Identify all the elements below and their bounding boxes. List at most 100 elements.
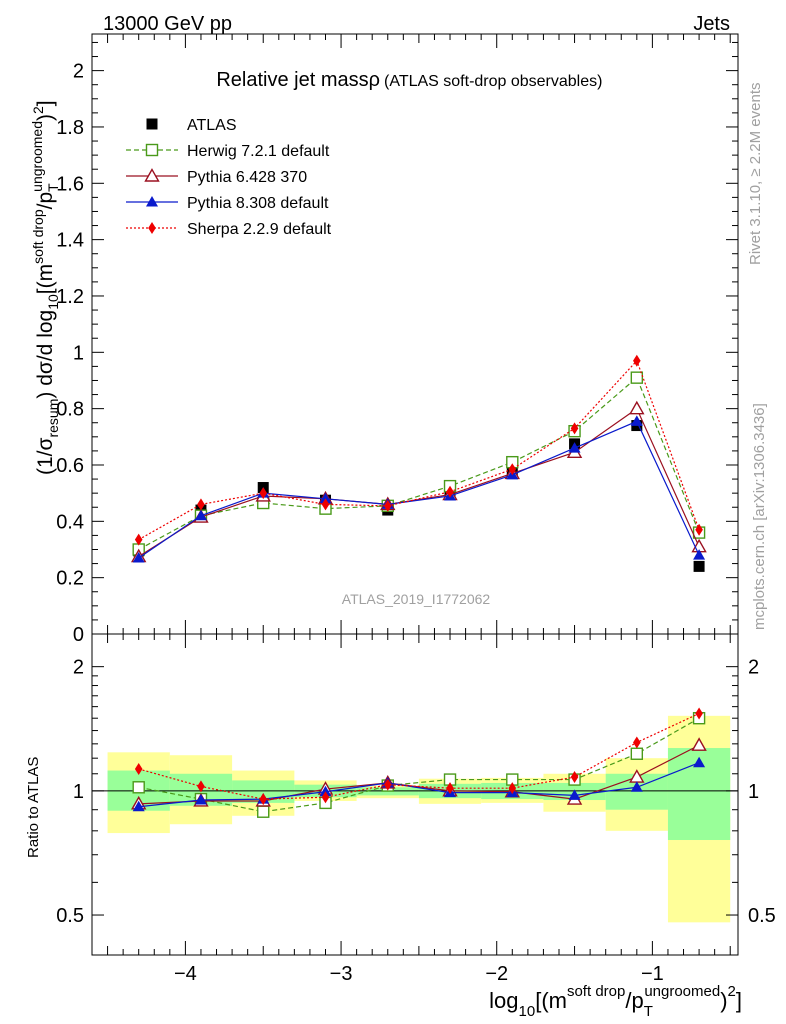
y-tick-label: 0.2 — [56, 568, 84, 590]
ratio-point — [321, 791, 330, 804]
y-tick-label: 1 — [73, 342, 84, 364]
ratio-point — [568, 789, 581, 800]
data-point — [630, 415, 643, 426]
series-1 — [132, 371, 706, 556]
ratio-line-3 — [138, 712, 700, 800]
ratio-point — [259, 793, 268, 806]
y-tick-label: 0.4 — [56, 511, 84, 533]
header-right: Jets — [693, 13, 730, 35]
ratio-line-2 — [138, 762, 700, 808]
legend-marker — [146, 118, 158, 130]
legend-label: ATLAS — [187, 117, 237, 134]
ratio-point — [570, 771, 579, 784]
rivet-label: Rivet 3.1.10, ≥ 2.2M events — [747, 83, 764, 266]
data-point — [319, 492, 332, 504]
series-2 — [130, 400, 707, 563]
data-point — [197, 498, 205, 511]
header-left: 13000 GeV pp — [103, 13, 232, 35]
series-line-4 — [138, 359, 700, 541]
x-tick-label: −2 — [485, 963, 508, 985]
x-tick-label: −3 — [330, 963, 353, 985]
legend-label: Pythia 6.428 370 — [187, 169, 307, 186]
ratio-point — [319, 785, 332, 797]
ratio-point — [508, 782, 517, 795]
data-point — [259, 487, 268, 500]
data-point — [693, 560, 705, 572]
legend: ATLAS Herwig 7.2.1 default Pythia 6.428 37… — [126, 117, 332, 238]
data-point — [568, 442, 581, 453]
legend-item-4: Sherpa 2.2.9 default — [126, 221, 332, 238]
data-point — [630, 371, 644, 384]
series-3 — [132, 415, 706, 563]
ratio-point — [693, 756, 706, 768]
ratio-line-0 — [138, 717, 700, 813]
y-tick-label: 0 — [73, 624, 84, 646]
legend-marker — [148, 222, 156, 234]
y-tick-label: 1.2 — [56, 286, 84, 308]
x-tick-label: −1 — [641, 963, 664, 985]
x-axis-label: log10[(msoft drop/pTungroomed)2] — [489, 983, 742, 1020]
legend-label: Pythia 8.308 default — [187, 195, 329, 212]
chart-title: Relative jet massρ — [216, 69, 380, 91]
ratio-point — [134, 762, 143, 775]
series-line-1 — [138, 376, 700, 551]
legend-item-2: Pythia 6.428 370 — [126, 168, 307, 186]
ratio-panel-frame — [91, 633, 739, 956]
y-tick-label: 1.8 — [56, 117, 84, 139]
series-line-3 — [138, 420, 700, 559]
axis-ticks: 0 0.2 0.4 0.6 0.8 1 1.2 1.4 1.6 1.8 2 0.5 0.5 1 1 2 2 −4 −… — [56, 34, 776, 985]
ratio-tick-label-right: 0.5 — [748, 905, 776, 927]
ratio-point — [257, 805, 270, 818]
series-line-2 — [138, 407, 700, 558]
ratio-tick-label-right: 2 — [748, 657, 759, 679]
y-tick-label: 1.6 — [56, 173, 84, 195]
ratio-point — [695, 707, 703, 720]
legend-label: Herwig 7.2.1 default — [187, 143, 330, 160]
ratio-point — [194, 794, 207, 805]
y-axis-label: (1/σresum) dσ/d log10[(msoft drop/pTungr… — [29, 100, 61, 475]
data-point — [570, 422, 579, 435]
data-point — [446, 485, 454, 498]
y-tick-label: 1.4 — [56, 230, 84, 252]
ratio-point — [383, 778, 392, 791]
ratio-point — [691, 737, 707, 751]
legend-marker — [146, 196, 158, 207]
ratio-point — [630, 781, 643, 792]
data-point — [132, 551, 145, 563]
legend-item-3: Pythia 8.308 default — [126, 195, 329, 212]
ratio-tick-label-left: 0.5 — [56, 905, 84, 927]
data-point — [629, 400, 645, 415]
y-tick-label: 2 — [73, 61, 84, 83]
ratio-series — [130, 707, 707, 818]
legend-item-1: Herwig 7.2.1 default — [126, 143, 330, 160]
legend-item-0: ATLAS — [146, 117, 237, 134]
ratio-tick-label-right: 1 — [748, 781, 759, 803]
ratio-point — [633, 736, 641, 749]
ratio-point — [132, 800, 145, 812]
ratio-point — [630, 747, 644, 760]
data-point — [695, 523, 703, 536]
ratio-series-3 — [134, 707, 703, 806]
mcplots-label: mcplots.cern.ch [arXiv:1306.3436] — [751, 403, 768, 630]
data-point — [194, 509, 207, 521]
analysis-watermark: ATLAS_2019_I1772062 — [342, 591, 491, 607]
data-point — [321, 498, 330, 511]
legend-marker — [144, 168, 160, 182]
data-point — [383, 499, 392, 512]
ratio-tick-label-left: 1 — [73, 781, 84, 803]
data-point — [633, 354, 641, 367]
ratio-tick-label-left: 2 — [73, 657, 84, 679]
ratio-point — [197, 780, 205, 793]
ratio-y-axis-label: Ratio to ATLAS — [25, 757, 42, 858]
ratio-point — [132, 781, 145, 794]
data-point — [508, 463, 517, 476]
x-tick-label: −4 — [174, 963, 197, 985]
ratio-point — [446, 782, 454, 795]
series-4 — [134, 354, 703, 546]
legend-label: Sherpa 2.2.9 default — [187, 221, 332, 238]
data-point — [134, 533, 143, 546]
chart-subtitle: (ATLAS soft-drop observables) — [384, 73, 602, 90]
data-series — [130, 354, 707, 572]
data-point — [693, 549, 706, 560]
